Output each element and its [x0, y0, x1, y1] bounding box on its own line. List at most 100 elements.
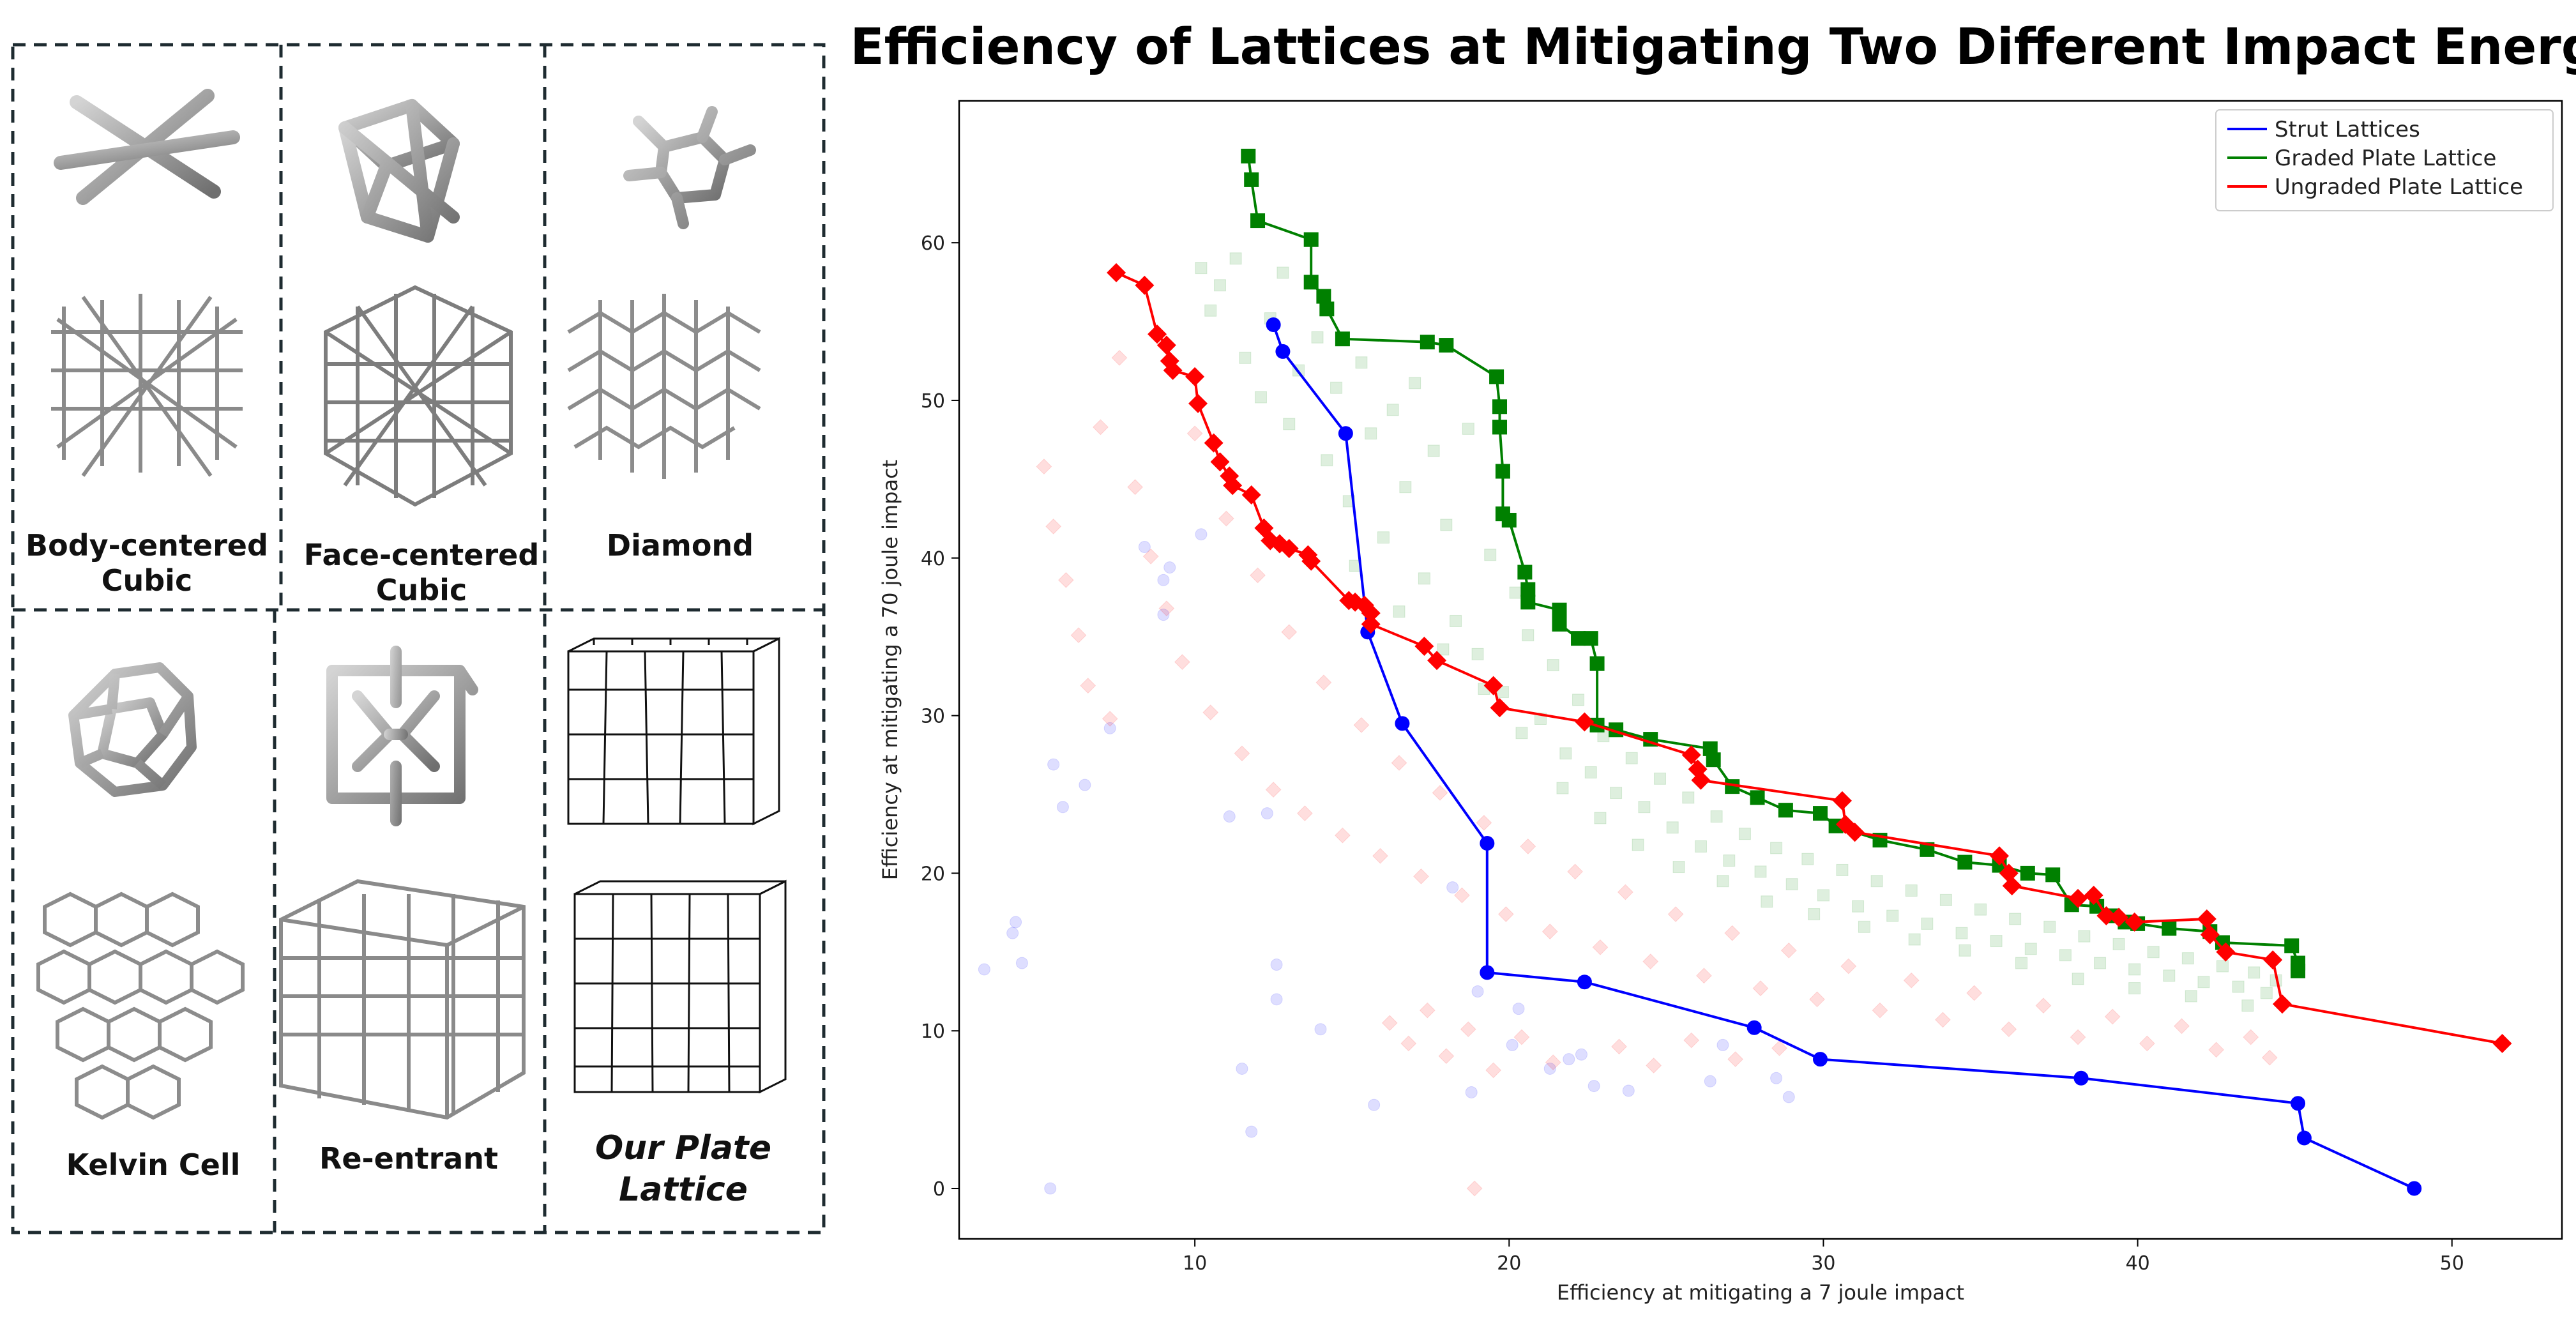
graded-candidate-point: [1921, 917, 1934, 930]
graded-candidate-point: [2181, 952, 2194, 965]
ungraded-candidate-point: [1400, 1035, 1417, 1052]
graded-candidate-point: [2015, 957, 2027, 969]
legend-label-ungraded: Ungraded Plate Lattice: [2275, 174, 2523, 200]
strut-candidate-point: [1010, 916, 1022, 929]
ungraded-front-point: [1223, 476, 1243, 496]
ungraded-candidate-point: [1780, 942, 1797, 959]
ungraded-candidate-point: [1265, 782, 1282, 798]
graded-candidate-point: [1418, 572, 1430, 585]
ungraded-candidate-point: [1872, 1002, 1888, 1019]
strut-front-point: [1275, 344, 1291, 359]
ungraded-candidate-point: [1696, 967, 1712, 984]
graded-candidate-point: [1440, 519, 1453, 531]
graded-front-point: [2162, 921, 2177, 936]
ungraded-candidate-point: [1335, 827, 1351, 844]
strut-front-point: [1338, 426, 1353, 441]
ungraded-candidate-point: [2070, 1029, 2086, 1045]
reentrant-unit-cell-icon: [326, 646, 478, 826]
ungraded-front-point: [1204, 433, 1224, 453]
ungraded-candidate-point: [1080, 678, 1096, 694]
graded-candidate-point: [2072, 973, 2084, 985]
graded-candidate-point: [2197, 976, 2210, 989]
graded-candidate-point: [2128, 963, 2141, 976]
graded-candidate-point: [1213, 279, 1226, 292]
ungraded-front-point: [1163, 361, 1183, 381]
graded-candidate-point: [1723, 854, 1736, 867]
strut-candidate-point: [1157, 573, 1170, 586]
axis-ticks: 10 20 30 40 50 0 10 20 30 40 50 60: [921, 232, 2464, 1275]
legend-label-strut: Strut Lattices: [2275, 117, 2420, 142]
ungraded-candidate-point: [1520, 838, 1536, 854]
graded-candidate-point: [1509, 586, 1522, 599]
graded-candidate-point: [2024, 943, 2037, 955]
graded-front-point: [1517, 565, 1533, 580]
ungraded-front-point: [1279, 538, 1299, 558]
ungraded-front-line: [1116, 271, 2503, 1045]
ungraded-front-point: [1427, 651, 1447, 671]
graded-front-point: [1303, 232, 1319, 247]
plate-lattice-top-icon: [567, 637, 780, 826]
graded-candidate-point: [1801, 853, 1814, 865]
strut-candidate-point: [1506, 1038, 1519, 1051]
graded-candidate-point: [2216, 960, 2229, 973]
graded-front-point: [1244, 172, 1259, 187]
graded-candidate-point: [1694, 840, 1707, 853]
graded-candidate-point: [1886, 909, 1899, 922]
strut-candidate-point: [1704, 1075, 1716, 1088]
graded-front-point: [1420, 335, 1435, 350]
graded-candidate-point: [1462, 422, 1474, 435]
graded-candidate-point: [1625, 752, 1638, 764]
graded-front-point: [1706, 752, 1721, 768]
graded-candidate-point: [1311, 331, 1324, 344]
ungraded-front-point: [1156, 335, 1176, 355]
ungraded-candidate-point: [1485, 1062, 1502, 1079]
ungraded-candidate-point: [2001, 1021, 2017, 1038]
ungraded-candidate-point: [1315, 674, 1332, 691]
graded-candidate-point: [1377, 531, 1390, 544]
ungraded-front-point: [2002, 876, 2022, 896]
graded-front-point: [1489, 369, 1504, 384]
graded-front-point: [1813, 806, 1828, 821]
bcc-label-line2: Cubic: [102, 563, 192, 598]
graded-candidate-point: [1785, 878, 1798, 891]
graded-candidate-point: [1450, 614, 1462, 627]
ungraded-candidate-point: [1611, 1038, 1627, 1055]
strut-candidate-point: [1236, 1062, 1248, 1075]
graded-candidate-point: [2059, 949, 2072, 962]
ungraded-candidate-point: [1438, 1048, 1455, 1065]
ungraded-candidate-point: [1476, 815, 1492, 831]
graded-candidate-point: [2043, 920, 2056, 933]
lattice-types-panel: Body-centered Cubic Face-centered Cubic …: [11, 43, 826, 1234]
legend: Strut Lattices Graded Plate Lattice Ungr…: [2215, 109, 2554, 211]
ungraded-candidate-point: [2261, 1049, 2278, 1066]
ungraded-candidate-point: [1036, 459, 1052, 475]
ungraded-candidate-point: [1454, 887, 1470, 904]
ungraded-front-point: [1832, 791, 1852, 810]
graded-candidate-point: [2147, 946, 2160, 959]
graded-candidate-point: [1905, 884, 1918, 897]
strut-candidate-point: [1079, 778, 1091, 791]
ungraded-candidate-point: [1353, 717, 1370, 733]
ungraded-candidate-point: [1683, 1032, 1700, 1049]
ungraded-candidate-point: [1281, 624, 1298, 641]
efficiency-scatter-chart: Efficiency of Lattices at Mitigating Two…: [850, 19, 2576, 1305]
ungraded-candidate-point: [1752, 980, 1769, 996]
strut-candidate-point: [1563, 1053, 1575, 1066]
graded-front-point: [1583, 631, 1598, 646]
graded-front-point: [1589, 656, 1605, 671]
ungraded-candidate-point: [1070, 627, 1087, 644]
strut-front-point: [1480, 835, 1495, 851]
ungraded-front-point: [1107, 263, 1126, 283]
ungraded-candidate-point: [1771, 1040, 1787, 1056]
strut-candidate-point: [1471, 985, 1484, 998]
ungraded-front-point: [1691, 770, 1711, 790]
ungraded-front-point: [1135, 275, 1155, 295]
ungraded-candidate-point: [1966, 985, 1983, 1001]
graded-front-point: [1303, 275, 1319, 290]
graded-candidate-point: [1409, 377, 1421, 390]
x-tick-label: 10: [1183, 1252, 1207, 1275]
ungraded-candidate-point: [1174, 654, 1190, 671]
ungraded-front-point: [2109, 907, 2129, 927]
graded-candidate-point: [1393, 605, 1405, 618]
x-tick-label: 20: [1497, 1252, 1521, 1275]
